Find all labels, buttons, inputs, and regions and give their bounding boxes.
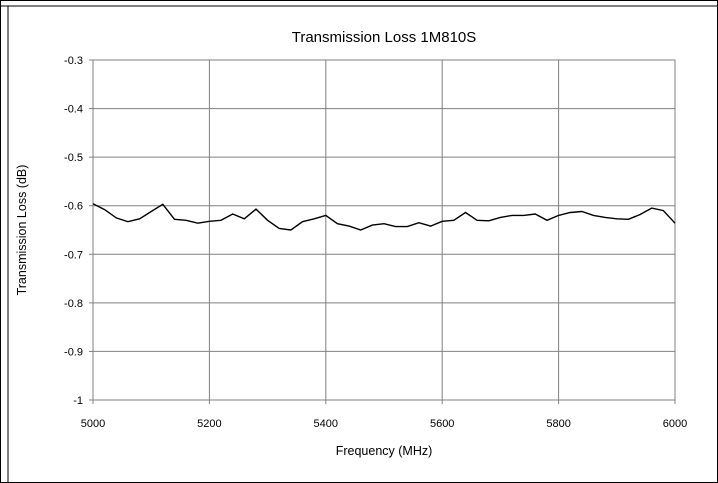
y-tick-label: -0.3 [64, 55, 83, 67]
y-tick-label: -0.6 [64, 201, 83, 213]
y-axis-label: Transmission Loss (dB) [15, 165, 29, 296]
y-tick-label: -0.7 [64, 249, 83, 261]
x-tick-label: 6000 [663, 418, 687, 430]
tick-labels: 5000 5200 5400 5600 5800 6000 -0.3 -0.4 -0.5 -0.6… [64, 55, 687, 430]
grid [92, 59, 676, 401]
y-tick-label: -1 [73, 395, 83, 407]
y-tick-label: -0.4 [64, 104, 83, 116]
x-tick-label: 5600 [430, 418, 454, 430]
series-line [92, 203, 676, 231]
chart-title: Transmission Loss 1M810S [292, 29, 477, 46]
x-tick-label: 5200 [197, 418, 221, 430]
x-tick-label: 5000 [81, 418, 105, 430]
y-tick-label: -0.8 [64, 298, 83, 310]
y-tick-label: -0.5 [64, 152, 83, 164]
x-axis-label: Frequency (MHz) [336, 444, 433, 458]
plot-area [92, 59, 676, 401]
x-tick-label: 5400 [314, 418, 338, 430]
x-tick-label: 5800 [546, 418, 570, 430]
y-tick-label: -0.9 [64, 346, 83, 358]
